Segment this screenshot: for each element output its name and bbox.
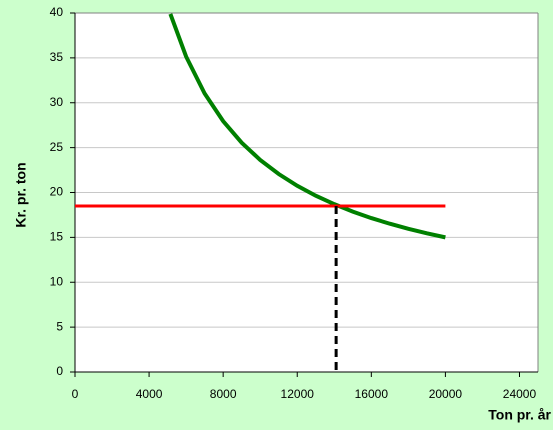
y-tick-label: 20	[50, 185, 64, 199]
x-tick-label: 16000	[355, 387, 389, 401]
x-tick-label: 4000	[136, 387, 163, 401]
y-tick-label: 25	[50, 140, 64, 154]
y-axis-title: Kr. pr. ton	[13, 162, 29, 227]
y-tick-label: 0	[56, 364, 63, 378]
y-tick-label: 5	[56, 319, 63, 333]
y-tick-label: 15	[50, 230, 64, 244]
x-axis-title: Ton pr. år	[488, 407, 551, 423]
y-tick-label: 10	[50, 274, 64, 288]
x-tick-label: 24000	[503, 387, 537, 401]
x-tick-label: 0	[72, 387, 79, 401]
series-line	[168, 13, 446, 240]
x-tick-label: 12000	[281, 387, 315, 401]
y-tick-label: 35	[50, 50, 64, 64]
x-tick-label: 20000	[429, 387, 463, 401]
x-tick-label: 8000	[210, 387, 237, 401]
y-tick-label: 40	[50, 5, 64, 19]
y-tick-label: 30	[50, 95, 64, 109]
